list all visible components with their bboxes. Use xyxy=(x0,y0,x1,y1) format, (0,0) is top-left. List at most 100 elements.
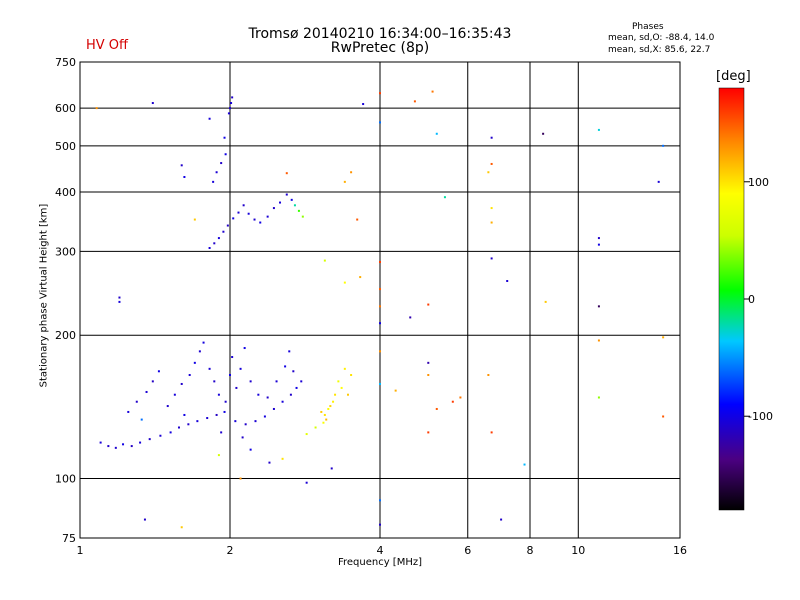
data-point xyxy=(431,90,434,93)
data-point xyxy=(300,380,303,383)
y-tick-label: 200 xyxy=(55,329,76,342)
data-point xyxy=(217,454,220,457)
y-tick-label: 75 xyxy=(62,532,76,545)
data-point xyxy=(329,405,332,408)
data-point xyxy=(427,431,430,434)
data-point xyxy=(487,171,490,174)
y-tick-labels: 75 100 200 300 400 500 600 750 xyxy=(55,56,76,545)
data-point xyxy=(427,361,430,364)
data-point xyxy=(107,445,110,448)
data-point xyxy=(506,280,509,283)
data-point xyxy=(288,350,291,353)
data-point xyxy=(379,322,381,325)
data-point xyxy=(487,374,490,377)
data-point xyxy=(169,431,172,434)
data-point xyxy=(413,100,416,103)
data-point xyxy=(322,421,325,424)
data-point xyxy=(220,162,223,165)
data-point xyxy=(208,117,211,120)
data-point xyxy=(229,107,231,110)
data-point xyxy=(193,361,196,364)
data-point xyxy=(139,441,142,444)
data-point xyxy=(323,413,326,416)
data-point xyxy=(183,175,186,178)
data-point xyxy=(490,136,493,139)
data-point xyxy=(202,341,205,344)
data-point xyxy=(222,230,225,233)
data-point xyxy=(343,281,346,284)
data-point xyxy=(379,261,381,264)
data-point xyxy=(180,526,183,529)
data-point xyxy=(249,448,252,451)
data-point xyxy=(180,164,183,167)
data-point xyxy=(379,92,381,95)
data-point xyxy=(490,221,493,224)
data-point xyxy=(332,400,335,403)
data-point xyxy=(220,431,223,434)
data-point xyxy=(320,410,323,413)
data-point xyxy=(451,400,454,403)
colorbar-unit-label: [deg] xyxy=(716,69,751,84)
data-point xyxy=(242,204,245,207)
data-point xyxy=(183,413,186,416)
data-point xyxy=(281,457,284,460)
data-point xyxy=(435,132,438,135)
data-point xyxy=(490,257,493,260)
data-point xyxy=(151,380,154,383)
data-point xyxy=(226,224,229,227)
data-point xyxy=(379,288,381,291)
data-point xyxy=(230,102,233,105)
data-point xyxy=(166,405,169,408)
data-point xyxy=(95,107,98,110)
data-point xyxy=(435,407,438,410)
data-point xyxy=(180,382,183,385)
data-point xyxy=(217,237,220,240)
data-point xyxy=(289,393,292,396)
y-tick-label: 300 xyxy=(55,245,76,258)
data-point xyxy=(305,481,308,484)
data-point xyxy=(143,518,146,521)
x-tick-label: 16 xyxy=(673,544,687,557)
data-point xyxy=(459,396,462,399)
data-point xyxy=(151,102,154,105)
data-point xyxy=(266,396,269,399)
x-tick-labels: 1 2 4 6 8 10 16 xyxy=(77,544,688,557)
data-point xyxy=(343,180,346,183)
data-point xyxy=(544,300,547,303)
data-point xyxy=(290,198,293,201)
data-point xyxy=(234,420,237,423)
data-point xyxy=(118,300,121,303)
data-point xyxy=(145,390,148,393)
data-point xyxy=(285,172,288,175)
data-point xyxy=(272,207,275,210)
data-point xyxy=(231,96,234,99)
data-point xyxy=(523,463,526,466)
data-point xyxy=(285,193,288,196)
data-point xyxy=(597,396,600,399)
data-point xyxy=(350,171,353,174)
data-point xyxy=(657,180,660,183)
chart-subtitle: RwPretec (8p) xyxy=(330,40,430,56)
data-point xyxy=(148,438,151,441)
data-point xyxy=(127,410,130,413)
data-point xyxy=(130,445,133,448)
data-point xyxy=(597,305,600,308)
data-point xyxy=(301,215,304,218)
data-point xyxy=(198,350,201,353)
y-tick-label: 600 xyxy=(55,102,76,115)
data-point xyxy=(305,433,308,436)
data-point xyxy=(314,426,317,429)
y-axis-label: Stationary phase Virtual Height [km] xyxy=(38,203,50,388)
colorbar-tick-label: -100 xyxy=(748,410,773,423)
y-tick-label: 750 xyxy=(55,56,76,69)
data-point xyxy=(122,443,125,446)
data-point xyxy=(597,243,600,246)
data-point xyxy=(227,112,230,115)
data-point xyxy=(223,410,226,413)
colorbar-tick-label: 0 xyxy=(748,293,755,306)
data-point xyxy=(379,382,381,385)
data-point xyxy=(177,426,180,429)
data-point xyxy=(330,467,333,470)
data-point xyxy=(379,499,381,502)
